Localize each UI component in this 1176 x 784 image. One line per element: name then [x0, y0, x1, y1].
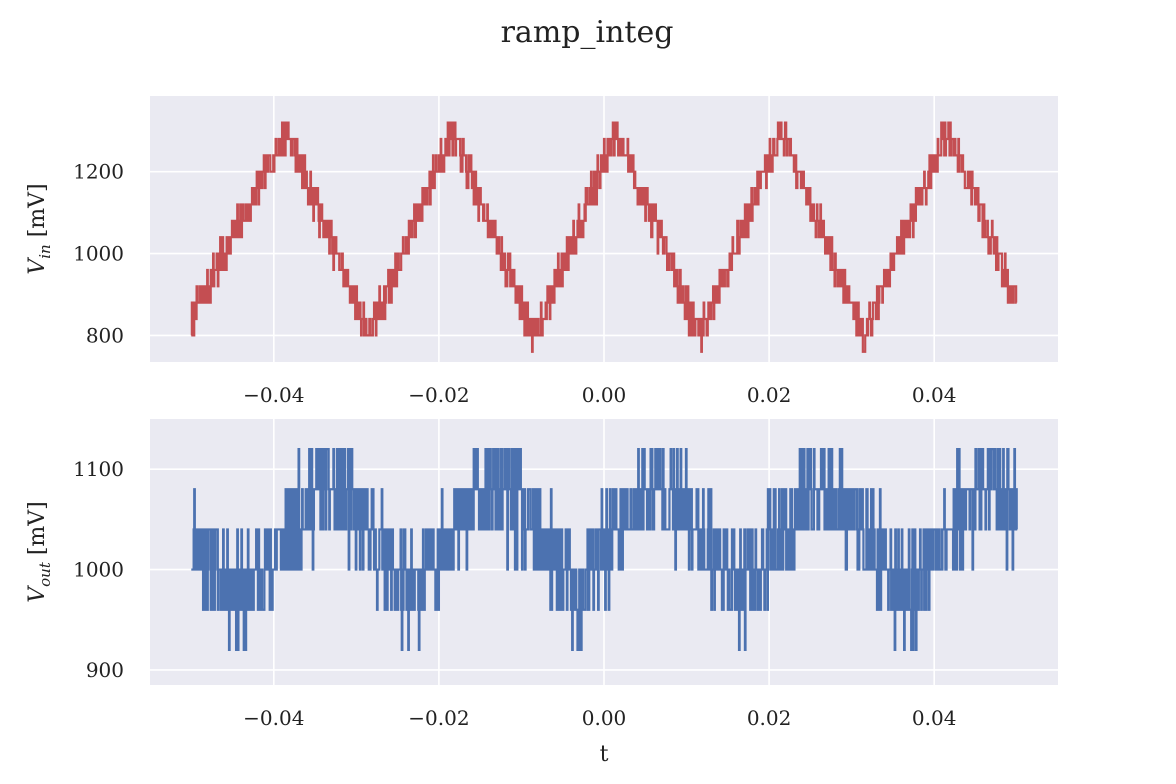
x-tick-label: −0.02: [408, 706, 469, 730]
x-tick-label: −0.02: [408, 383, 469, 407]
y-axis-label: Vout [mV]: [25, 501, 54, 603]
x-tick-label: 0.04: [912, 706, 957, 730]
figure-title: ramp_integ: [501, 15, 674, 50]
x-tick-label: 0.04: [912, 383, 957, 407]
y-tick-label: 1200: [73, 160, 124, 184]
x-tick-label: −0.04: [243, 383, 304, 407]
y-tick-label: 1100: [73, 457, 124, 481]
y-tick-label: 1000: [73, 242, 124, 266]
series-line: [190, 121, 1018, 353]
x-tick-label: 0.02: [747, 706, 792, 730]
y-tick-label: 1000: [73, 558, 124, 582]
y-axis-label: Vin [mV]: [25, 183, 54, 274]
series-line: [191, 448, 1018, 651]
x-axis-label: t: [600, 742, 609, 767]
x-tick-label: −0.04: [243, 706, 304, 730]
y-tick-label: 900: [86, 658, 124, 682]
vout-plot: −0.04 −0.02 0.00 0.02 0.04 900 1000 1100 Vout [m…: [25, 419, 1058, 767]
x-tick-label: 0.00: [582, 706, 627, 730]
x-tick-label: 0.02: [747, 383, 792, 407]
x-tick-label: 0.00: [582, 383, 627, 407]
y-tick-label: 800: [86, 323, 124, 347]
vin-plot: −0.04 −0.02 0.00 0.02 0.04 800 1000 1200 Vin [mV…: [25, 96, 1058, 407]
